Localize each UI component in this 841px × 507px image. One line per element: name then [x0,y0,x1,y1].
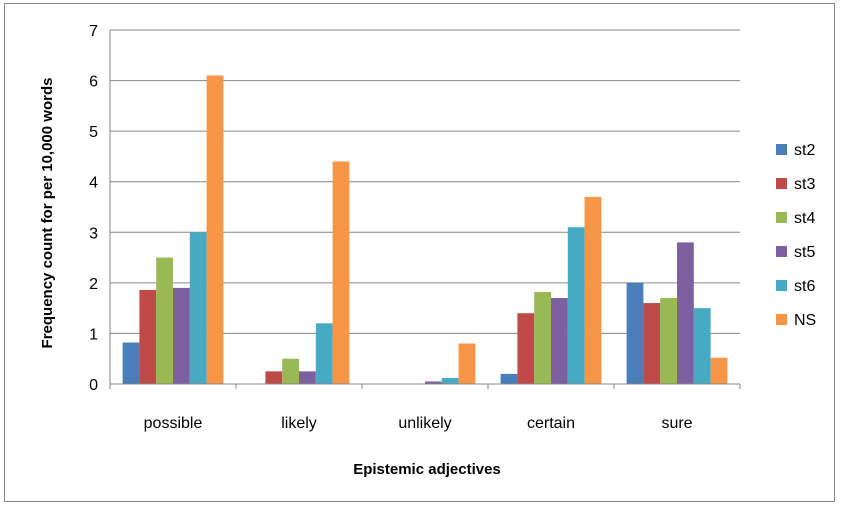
legend-label: st5 [794,244,815,261]
bar-st6-possible [189,232,207,384]
legend-swatch [776,246,787,257]
y-tick-labels: 0 1 2 3 4 5 6 7 [89,23,98,394]
bar-st2-certain [500,373,518,384]
bar-st2-sure [626,282,644,384]
y-axis-title: Frequency count for per 10,000 words [39,78,56,349]
bar-st5-certain [551,298,568,384]
bar-st3-certain [517,313,535,384]
x-tick-label: possible [144,415,203,432]
legend-label: st6 [794,278,815,295]
bar-st6-sure [693,308,711,384]
bar-st6-certain [567,227,585,384]
x-tick-label: certain [527,415,575,432]
x-tick-label: likely [281,415,317,432]
bar-st5-possible [173,287,190,384]
bar-st4-sure [660,298,677,384]
legend-swatch [776,314,787,325]
y-tick-label: 7 [89,23,98,40]
bar-st4-likely [282,358,299,384]
legend-swatch [776,178,787,189]
bar-st6-unlikely [441,377,459,384]
bar-st5-sure [677,242,694,384]
bar-NS-unlikely [458,343,476,384]
legend-swatch [776,212,787,223]
x-tick-labels: possible likely unlikely certain sure [144,415,693,432]
bar-st6-likely [315,323,333,384]
y-tick-label: 5 [89,124,98,141]
y-tick-label: 1 [89,326,98,343]
x-axis-title: Epistemic adjectives [353,461,501,478]
y-tick-label: 2 [89,276,98,293]
chart-frame [4,3,835,502]
x-tick-label: unlikely [398,415,451,432]
bar-st2-possible [122,342,140,384]
bar-st4-certain [534,291,551,384]
y-tick-label: 0 [89,377,98,394]
legend-label: st4 [794,210,815,227]
y-tick-label: 6 [89,74,98,91]
bar-NS-certain [584,196,602,384]
bar-st4-possible [156,257,173,384]
bar-st5-likely [299,371,316,384]
legend: st2 st3 st4 st5 st6 NS [776,142,816,329]
bar-NS-likely [332,161,350,384]
y-tick-label: 3 [89,225,98,242]
bar-st3-likely [265,371,283,384]
x-tick-label: sure [661,415,692,432]
legend-label: NS [794,312,816,329]
legend-swatch [776,144,787,155]
bar-st3-possible [139,289,157,384]
bar-st5-unlikely [425,381,442,384]
legend-label: st2 [794,142,815,159]
bar-NS-sure [710,357,728,384]
bar-st3-sure [643,303,661,384]
legend-swatch [776,280,787,291]
bars [122,75,728,384]
y-tick-label: 4 [89,175,98,192]
bar-NS-possible [206,75,224,384]
axes [109,30,741,389]
legend-label: st3 [794,176,815,193]
